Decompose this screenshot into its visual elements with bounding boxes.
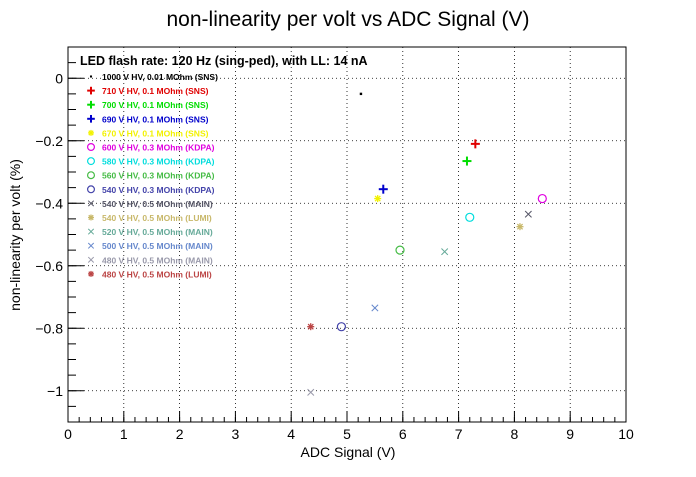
data-point (516, 223, 524, 231)
x-tick-label: 4 (287, 426, 295, 442)
y-tick-label: 0 (55, 70, 63, 86)
legend-marker (88, 129, 94, 136)
chart-title: non-linearity per volt vs ADC Signal (V) (167, 8, 530, 31)
legend-entry: 710 V HV, 0.1 MOhm (SNS) (102, 86, 209, 96)
x-tick-label: 7 (455, 426, 463, 442)
legend-marker (86, 157, 95, 166)
legend: LED flash rate: 120 Hz (sing-ped), with … (80, 54, 368, 279)
data-point (336, 322, 347, 332)
data-point (374, 195, 382, 203)
legend-entry: 480 V HV, 0.5 MOhm (MAIN) (102, 255, 213, 265)
y-axis-label: non-linearity per volt (%) (7, 159, 23, 311)
x-tick-label: 9 (566, 426, 574, 442)
y-tick-label: −0.4 (35, 195, 63, 211)
marker-layer (307, 92, 547, 396)
data-point (441, 248, 449, 256)
data-point (470, 139, 480, 149)
legend-entry: 580 V HV, 0.3 MOhm (KDPA) (102, 157, 215, 167)
legend-entry: 480 V HV, 0.5 MOhm (LUMI) (102, 269, 212, 279)
y-tick-label: −0.2 (35, 133, 63, 149)
legend-marker (86, 185, 95, 194)
y-tick-label: −0.8 (35, 320, 63, 336)
legend-marker (87, 100, 95, 109)
legend-marker (88, 214, 94, 221)
legend-marker (87, 86, 95, 95)
x-tick-label: 3 (232, 426, 240, 442)
legend-marker (87, 200, 95, 207)
y-tick-label: −1 (47, 383, 63, 399)
data-point (359, 92, 363, 96)
data-point (371, 304, 379, 312)
x-tick-label: 10 (618, 426, 634, 442)
x-tick-label: 8 (511, 426, 519, 442)
x-tick-label: 0 (64, 426, 72, 442)
data-point (524, 210, 532, 218)
legend-entry: 500 V HV, 0.5 MOhm (MAIN) (102, 241, 213, 251)
legend-marker (86, 171, 95, 180)
legend-entry: 540 V HV, 0.3 MOhm (KDPA) (102, 185, 215, 195)
legend-entry: 540 V HV, 0.5 MOhm (MAIN) (102, 199, 213, 209)
grid-layer (68, 47, 626, 422)
legend-entry: 560 V HV, 0.3 MOhm (KDPA) (102, 171, 215, 181)
x-tick-label: 1 (120, 426, 128, 442)
legend-entry: 600 V HV, 0.3 MOhm (KDPA) (102, 143, 215, 153)
data-point (537, 193, 547, 204)
x-axis-label: ADC Signal (V) (301, 444, 396, 460)
x-tick-label: 5 (343, 426, 351, 442)
legend-entry: 540 V HV, 0.5 MOhm (LUMI) (102, 213, 212, 223)
legend-entry: 700 V HV, 0.1 MOhm (SNS) (102, 100, 209, 110)
legend-marker (87, 114, 95, 123)
axis-layer: 0 1 2 3 4 5 6 7 8 9 10 0 −0.2 −0.4 −0.6 −0.8 −1 (35, 46, 634, 442)
y-tick-label: −0.6 (35, 258, 63, 274)
x-tick-label: 6 (399, 426, 407, 442)
legend-header: LED flash rate: 120 Hz (sing-ped), with … (80, 54, 368, 68)
legend-marker (89, 75, 93, 78)
x-tick-label: 2 (176, 426, 184, 442)
legend-entry: 520 V HV, 0.5 MOhm (MAIN) (102, 227, 213, 237)
legend-marker (87, 228, 95, 235)
data-point (465, 212, 475, 222)
legend-marker (88, 270, 94, 277)
data-point (395, 245, 405, 255)
data-point (378, 184, 388, 194)
legend-marker (87, 256, 95, 263)
legend-entry: 690 V HV, 0.1 MOhm (SNS) (102, 114, 209, 124)
data-point (462, 156, 472, 166)
data-point (307, 323, 315, 331)
legend-marker (87, 242, 95, 249)
data-point (307, 388, 315, 396)
legend-entry: 670 V HV, 0.1 MOhm (SNS) (102, 128, 209, 138)
legend-marker (86, 143, 95, 152)
legend-entry: 1000 V HV, 0.01 MOhm (SNS) (102, 72, 218, 82)
